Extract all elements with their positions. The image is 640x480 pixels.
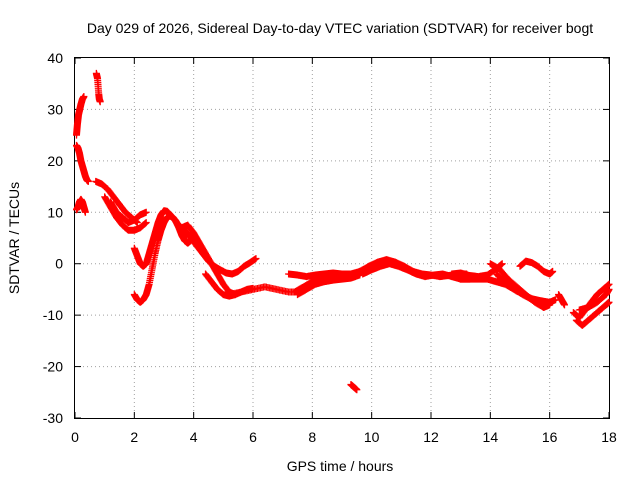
y-tick-label: -10 — [43, 307, 63, 323]
series-segment-16 — [294, 271, 364, 299]
series-segment-1 — [72, 141, 92, 185]
plus-markers — [72, 93, 88, 139]
series-segment-25 — [555, 291, 568, 309]
y-tick-label: 20 — [47, 153, 63, 169]
series-segment-24 — [516, 257, 557, 278]
y-axis-label: SDTVAR / TECUs — [6, 182, 22, 294]
x-tick-label: 18 — [601, 429, 617, 445]
x-tick-label: 14 — [483, 429, 499, 445]
x-tick-label: 16 — [542, 429, 558, 445]
chart-title: Day 029 of 2026, Sidereal Day-to-day VTE… — [87, 20, 593, 36]
series-segment-4 — [92, 69, 104, 106]
plus-markers — [294, 271, 364, 299]
plus-markers — [572, 298, 613, 329]
plus-markers — [72, 195, 89, 216]
x-tick-label: 10 — [364, 429, 380, 445]
plus-markers — [555, 291, 568, 309]
plus-markers — [575, 285, 613, 314]
series-segment-23 — [492, 270, 560, 306]
y-tick-label: -30 — [43, 410, 63, 426]
plot-frame — [74, 57, 610, 419]
plus-markers — [492, 270, 560, 306]
series-segment-17 — [347, 381, 361, 394]
axis-ticks: 0 2 4 6 8 10 12 14 16 18 -30 -20 -10 0 10 20 30 40 — [43, 50, 617, 445]
plus-markers — [72, 141, 92, 185]
plus-markers — [516, 257, 557, 278]
series-segment-7 — [107, 198, 150, 227]
y-tick-label: 30 — [47, 101, 63, 117]
series-segment-28 — [575, 285, 613, 314]
x-tick-label: 6 — [249, 429, 257, 445]
x-tick-label: 4 — [190, 429, 198, 445]
plus-markers — [92, 69, 104, 106]
y-tick-label: -20 — [43, 359, 63, 375]
plus-markers — [347, 381, 361, 394]
y-tick-label: 0 — [55, 256, 63, 272]
x-tick-label: 0 — [71, 429, 79, 445]
series-segment-2 — [72, 93, 88, 139]
x-axis-label: GPS time / hours — [287, 458, 394, 474]
x-tick-label: 8 — [308, 429, 316, 445]
series-segment-3 — [72, 195, 89, 216]
x-tick-label: 2 — [130, 429, 138, 445]
y-tick-label: 40 — [47, 50, 63, 66]
series-segment-27 — [572, 298, 613, 329]
plus-markers — [107, 198, 150, 227]
x-tick-label: 12 — [423, 429, 439, 445]
y-tick-label: 10 — [47, 204, 63, 220]
data-points — [72, 69, 613, 394]
